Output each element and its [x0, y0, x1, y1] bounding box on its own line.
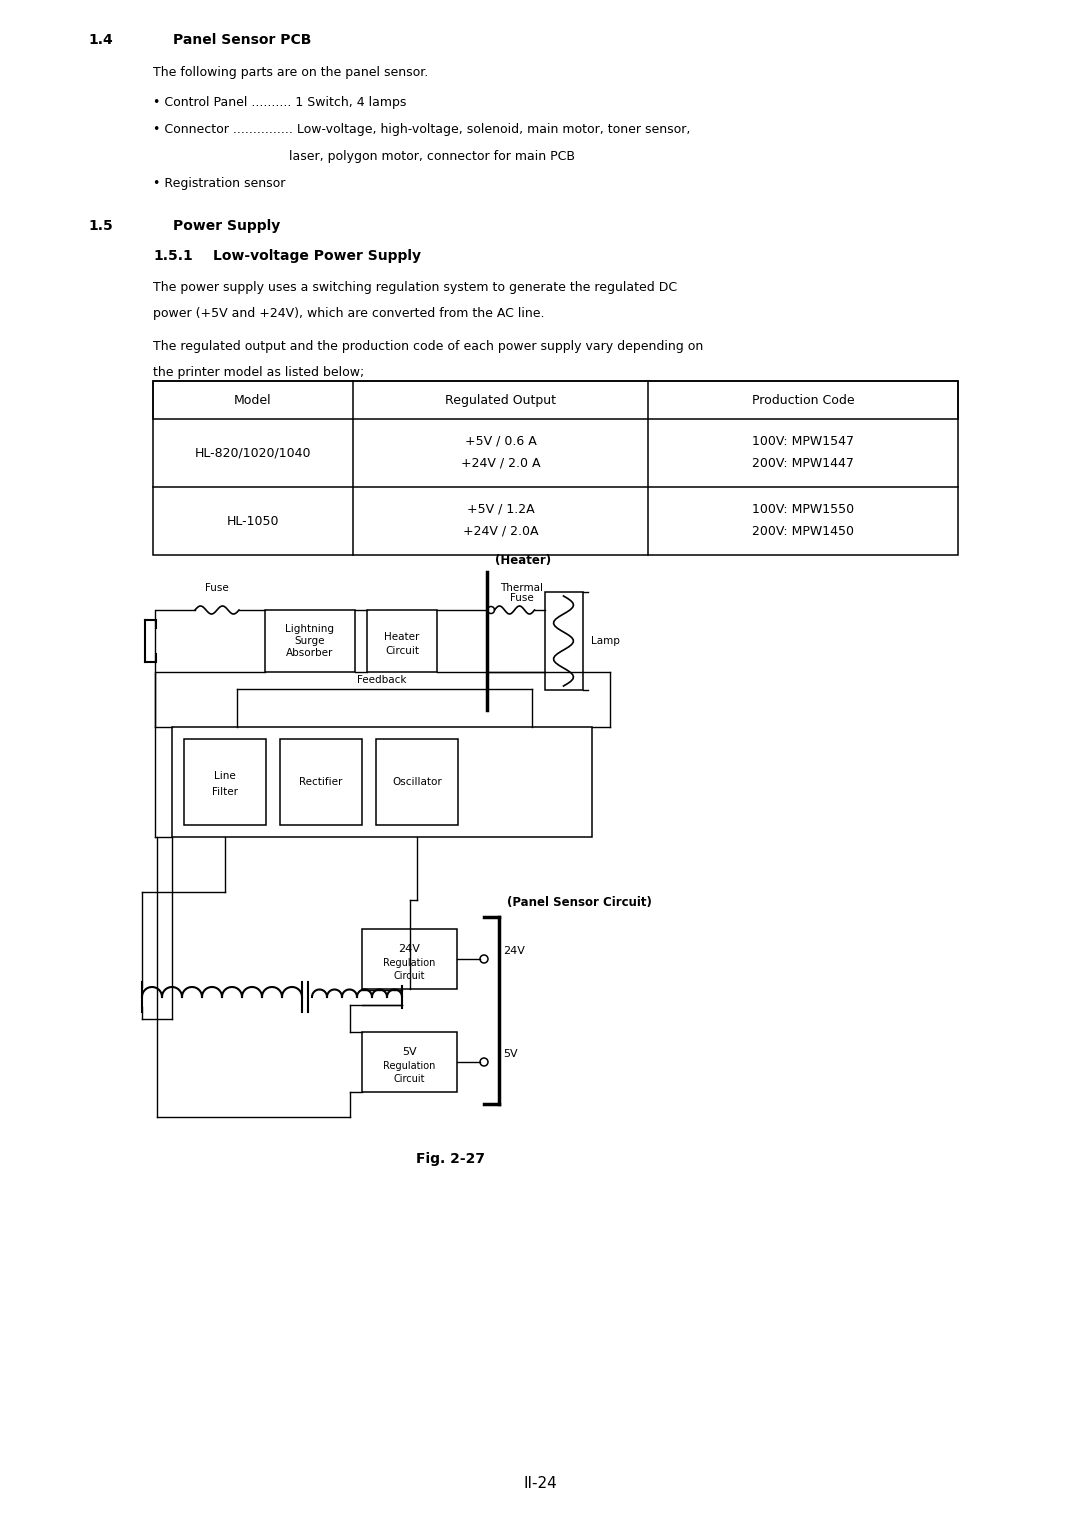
Text: 100V: MPW1550: 100V: MPW1550: [752, 503, 854, 515]
Text: Line: Line: [214, 772, 235, 781]
Text: 200V: MPW1450: 200V: MPW1450: [752, 524, 854, 538]
Text: 24V: 24V: [503, 946, 525, 957]
Text: 1.4: 1.4: [87, 34, 112, 47]
Text: Low-voltage Power Supply: Low-voltage Power Supply: [213, 249, 421, 263]
Text: power (+5V and +24V), which are converted from the AC line.: power (+5V and +24V), which are converte…: [153, 307, 544, 319]
Bar: [362, 1031, 457, 1093]
Text: HL-1050: HL-1050: [227, 515, 280, 527]
Text: 200V: MPW1447: 200V: MPW1447: [752, 457, 854, 469]
Text: Filter: Filter: [212, 787, 238, 798]
Text: Heater: Heater: [384, 633, 420, 642]
Text: 24V: 24V: [399, 944, 420, 953]
Text: Thermal: Thermal: [500, 584, 543, 593]
Text: Circuit: Circuit: [384, 646, 419, 656]
Text: Rectifier: Rectifier: [299, 778, 342, 787]
Text: (Heater): (Heater): [495, 555, 551, 567]
Text: • Connector ............... Low-voltage, high-voltage, solenoid, main motor, ton: • Connector ............... Low-voltage,…: [153, 122, 690, 136]
Text: +5V / 1.2A: +5V / 1.2A: [467, 503, 535, 515]
Text: II-24: II-24: [523, 1476, 557, 1490]
Text: The regulated output and the production code of each power supply vary depending: The regulated output and the production …: [153, 341, 703, 353]
Text: +24V / 2.0 A: +24V / 2.0 A: [461, 457, 540, 469]
Bar: [153, 380, 958, 419]
Text: Power Supply: Power Supply: [173, 219, 280, 232]
Text: 5V: 5V: [402, 1047, 417, 1057]
Text: the printer model as listed below;: the printer model as listed below;: [153, 367, 364, 379]
Text: 1.5: 1.5: [87, 219, 112, 232]
Text: Regulation: Regulation: [383, 958, 435, 969]
Text: Fuse: Fuse: [510, 593, 534, 604]
Text: Feedback: Feedback: [357, 675, 407, 685]
Text: 100V: MPW1547: 100V: MPW1547: [752, 434, 854, 448]
Text: Regulated Output: Regulated Output: [445, 394, 556, 406]
Text: Model: Model: [234, 394, 272, 406]
Bar: [265, 610, 355, 672]
Bar: [280, 740, 362, 825]
Text: The following parts are on the panel sensor.: The following parts are on the panel sen…: [153, 66, 429, 79]
Bar: [367, 610, 437, 672]
Text: Regulation: Regulation: [383, 1060, 435, 1071]
Text: Production Code: Production Code: [752, 394, 854, 406]
Bar: [184, 740, 266, 825]
Text: Panel Sensor PCB: Panel Sensor PCB: [173, 34, 311, 47]
Bar: [544, 591, 582, 691]
Text: +5V / 0.6 A: +5V / 0.6 A: [464, 434, 537, 448]
Bar: [153, 380, 958, 555]
Bar: [362, 929, 457, 989]
Text: Fig. 2-27: Fig. 2-27: [416, 1152, 485, 1166]
Text: Circuit: Circuit: [394, 970, 426, 981]
Text: Lamp: Lamp: [591, 636, 619, 646]
Text: Circuit: Circuit: [394, 1074, 426, 1083]
Text: • Control Panel .......... 1 Switch, 4 lamps: • Control Panel .......... 1 Switch, 4 l…: [153, 96, 406, 108]
Bar: [172, 727, 592, 837]
Text: • Registration sensor: • Registration sensor: [153, 177, 285, 189]
Text: The power supply uses a switching regulation system to generate the regulated DC: The power supply uses a switching regula…: [153, 281, 677, 293]
Text: 5V: 5V: [503, 1050, 517, 1059]
Text: laser, polygon motor, connector for main PCB: laser, polygon motor, connector for main…: [153, 150, 575, 163]
Text: +24V / 2.0A: +24V / 2.0A: [462, 524, 538, 538]
Text: HL-820/1020/1040: HL-820/1020/1040: [194, 446, 311, 460]
Bar: [376, 740, 458, 825]
Text: (Panel Sensor Circuit): (Panel Sensor Circuit): [507, 895, 652, 909]
Text: Lightning
Surge
Absorber: Lightning Surge Absorber: [285, 625, 335, 657]
Text: Oscillator: Oscillator: [392, 778, 442, 787]
Text: Fuse: Fuse: [205, 584, 229, 593]
Text: 1.5.1: 1.5.1: [153, 249, 192, 263]
